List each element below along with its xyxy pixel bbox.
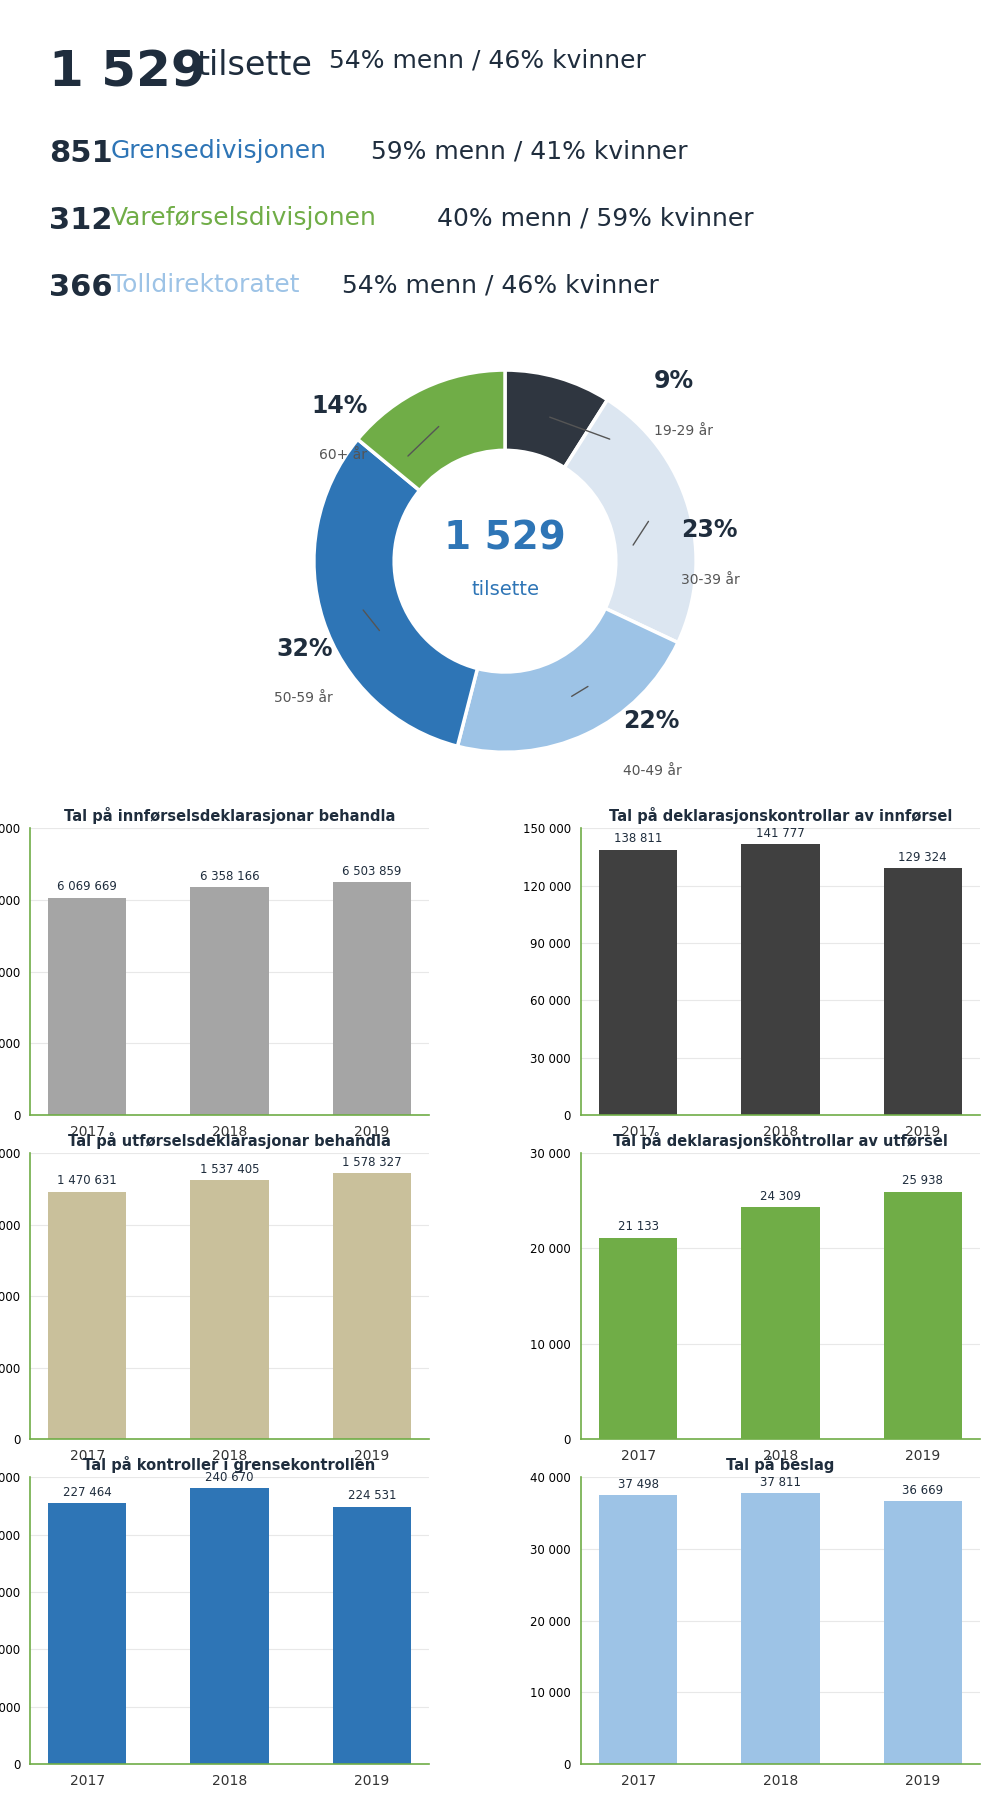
Bar <box>741 844 820 1114</box>
Text: 227 464: 227 464 <box>63 1485 112 1499</box>
Text: 1 529: 1 529 <box>444 518 566 558</box>
Text: 40-49 år: 40-49 år <box>623 763 682 778</box>
Text: 366: 366 <box>49 274 113 302</box>
Wedge shape <box>505 371 607 468</box>
Title: Tal på innførselsdeklarasjonar behandla: Tal på innførselsdeklarasjonar behandla <box>64 808 395 824</box>
Text: 24 309: 24 309 <box>760 1190 801 1202</box>
Text: 54% menn / 46% kvinner: 54% menn / 46% kvinner <box>329 49 646 72</box>
Text: 59% menn / 41% kvinner: 59% menn / 41% kvinner <box>363 139 687 164</box>
Text: 1 537 405: 1 537 405 <box>200 1163 259 1175</box>
Bar <box>190 1181 269 1440</box>
Text: 21 133: 21 133 <box>618 1220 659 1233</box>
Text: 37 498: 37 498 <box>618 1478 659 1490</box>
Text: 23%: 23% <box>681 518 737 542</box>
Bar <box>884 868 962 1114</box>
Text: 1 578 327: 1 578 327 <box>342 1156 402 1168</box>
Text: 32%: 32% <box>277 637 333 661</box>
Bar <box>741 1208 820 1440</box>
Text: 1 470 631: 1 470 631 <box>57 1174 117 1188</box>
Text: 50-59 år: 50-59 år <box>274 691 333 706</box>
Title: Tal på kontroller i grensekontrollen: Tal på kontroller i grensekontrollen <box>83 1456 376 1474</box>
Text: tilsette: tilsette <box>196 49 312 81</box>
Text: 240 670: 240 670 <box>205 1471 254 1483</box>
Bar <box>599 850 677 1114</box>
Wedge shape <box>314 439 477 747</box>
Text: 6 358 166: 6 358 166 <box>200 869 259 882</box>
Text: 37 811: 37 811 <box>760 1476 801 1489</box>
Text: 312: 312 <box>49 207 112 236</box>
Text: Vareførselsdivisjonen: Vareførselsdivisjonen <box>111 207 377 230</box>
Bar <box>599 1496 677 1764</box>
Bar <box>333 882 411 1114</box>
Title: Tal på beslag: Tal på beslag <box>726 1456 835 1474</box>
Text: 6 503 859: 6 503 859 <box>342 864 402 878</box>
Bar <box>333 1174 411 1440</box>
Text: 22%: 22% <box>623 709 680 733</box>
Text: 9%: 9% <box>654 369 694 392</box>
Title: Tal på deklarasjonskontrollar av innførsel: Tal på deklarasjonskontrollar av innførs… <box>609 808 952 824</box>
Text: 6 069 669: 6 069 669 <box>57 880 117 893</box>
Text: 129 324: 129 324 <box>898 851 947 864</box>
Text: 14%: 14% <box>311 394 367 418</box>
Bar <box>741 1492 820 1764</box>
Bar <box>190 1489 269 1764</box>
Bar <box>884 1192 962 1440</box>
Text: 25 938: 25 938 <box>902 1174 943 1188</box>
Bar <box>884 1501 962 1764</box>
Bar <box>599 1238 677 1440</box>
Wedge shape <box>358 371 505 491</box>
Wedge shape <box>564 400 696 643</box>
Text: 30-39 år: 30-39 år <box>681 572 740 587</box>
Text: 138 811: 138 811 <box>614 832 662 846</box>
Text: 1 529: 1 529 <box>49 49 206 97</box>
Text: 54% menn / 46% kvinner: 54% menn / 46% kvinner <box>334 274 659 297</box>
Text: Grensedivisjonen: Grensedivisjonen <box>111 139 327 164</box>
Bar <box>333 1507 411 1764</box>
Text: 19-29 år: 19-29 år <box>654 423 713 437</box>
Bar <box>48 1192 126 1440</box>
Text: 36 669: 36 669 <box>902 1483 943 1498</box>
Text: 60+ år: 60+ år <box>319 448 367 463</box>
Bar <box>48 1503 126 1764</box>
Text: tilsette: tilsette <box>471 580 539 599</box>
Title: Tal på utførselsdeklarasjonar behandla: Tal på utførselsdeklarasjonar behandla <box>68 1132 391 1148</box>
Text: 141 777: 141 777 <box>756 826 805 841</box>
Bar <box>48 898 126 1114</box>
Text: 851: 851 <box>49 139 113 167</box>
Bar <box>190 887 269 1114</box>
Text: 224 531: 224 531 <box>348 1489 396 1503</box>
Title: Tal på deklarasjonskontrollar av utførsel: Tal på deklarasjonskontrollar av utførse… <box>613 1132 948 1148</box>
Text: 40% menn / 59% kvinner: 40% menn / 59% kvinner <box>429 207 754 230</box>
Text: Tolldirektoratet: Tolldirektoratet <box>111 274 299 297</box>
Wedge shape <box>457 608 678 752</box>
